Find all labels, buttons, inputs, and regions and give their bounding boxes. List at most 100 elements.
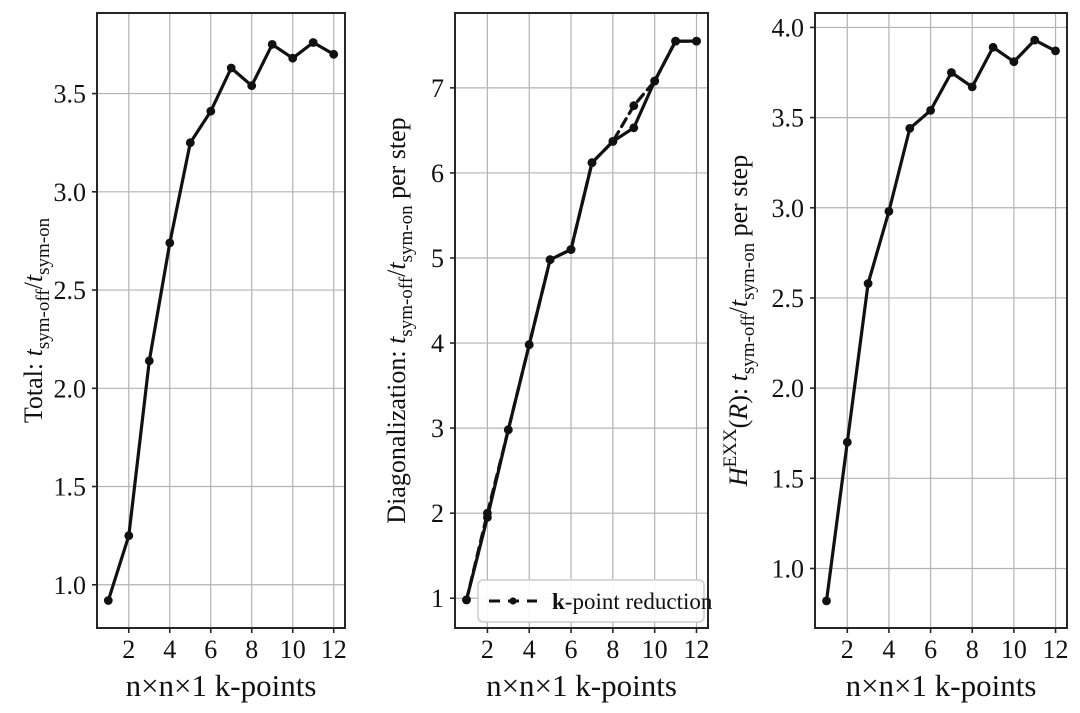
data-line <box>464 39 699 602</box>
axes-border <box>454 12 709 629</box>
data-point <box>863 279 873 288</box>
data-point <box>206 106 216 116</box>
data-line <box>824 38 1058 603</box>
y-tick-label: 3.5 <box>772 104 805 133</box>
x-tick-label: 4 <box>163 635 176 664</box>
x-tick-label: 6 <box>204 635 217 664</box>
data-point <box>267 40 277 49</box>
x-tick-label: 10 <box>280 635 306 664</box>
y-tick-label: 1.0 <box>54 571 87 600</box>
data-point <box>967 82 977 92</box>
x-tick-label: 12 <box>1043 635 1069 664</box>
data-point <box>483 508 492 518</box>
data-point <box>144 356 154 366</box>
data-point <box>608 137 618 146</box>
x-axis-label: n×n×1 k-points <box>486 668 677 703</box>
series-main <box>822 35 1060 606</box>
panel-hexx-speedup: 2 4 6 8 10 12 1.0 1.5 2.0 2.5 3.0 3.5 4.0 n×n×1 k-poi… <box>720 12 1069 703</box>
y-axis-label: Diagonalization: tsym-off/tsym-on per st… <box>382 117 417 523</box>
axes-border <box>96 12 346 629</box>
data-point <box>905 123 915 133</box>
data-point <box>988 42 998 52</box>
x-tick-label: 6 <box>924 635 937 664</box>
data-point <box>1030 35 1040 45</box>
data-point <box>103 596 113 605</box>
y-tick-label: 3.0 <box>772 194 805 223</box>
y-tick-label: 4 <box>431 329 444 358</box>
data-point <box>226 63 236 73</box>
data-point <box>288 53 298 63</box>
grid <box>97 13 345 628</box>
legend-label: k-point reduction <box>552 589 713 614</box>
data-point <box>842 437 852 447</box>
data-point <box>165 238 175 248</box>
x-tick-label: 4 <box>523 635 536 664</box>
data-line <box>106 40 336 603</box>
data-point <box>545 255 555 265</box>
grid <box>455 13 708 628</box>
data-point <box>329 49 339 59</box>
y-tick-label: 7 <box>431 74 444 103</box>
y-tick-label: 3 <box>431 414 444 443</box>
x-tick-label: 6 <box>565 635 578 664</box>
legend-marker <box>509 597 517 605</box>
data-point <box>947 68 956 77</box>
data-point <box>587 158 597 168</box>
data-point <box>629 123 639 133</box>
data-point <box>566 245 576 254</box>
x-tick-label: 8 <box>966 635 979 664</box>
y-tick-label: 2.5 <box>54 276 87 305</box>
data-point <box>462 595 471 605</box>
data-point <box>926 106 935 115</box>
panel-total-speedup: 2 4 6 8 10 12 1.0 1.5 2.0 2.5 3.0 3.5 n×n×1 k-points… <box>19 12 347 703</box>
x-tick-label: 2 <box>122 635 135 664</box>
x-tick-label: 12 <box>321 635 347 664</box>
y-tick-label: 2 <box>431 499 444 528</box>
x-tick-label: 10 <box>1001 635 1027 664</box>
y-tick-label: 2.5 <box>772 284 805 313</box>
y-tick-label: 1.5 <box>772 464 805 493</box>
x-tick-label: 12 <box>684 635 710 664</box>
x-axis-label: n×n×1 k-points <box>846 668 1037 703</box>
data-point <box>1009 57 1019 67</box>
data-point <box>308 38 318 47</box>
y-tick-label: 6 <box>431 159 444 188</box>
x-tick-label: 10 <box>642 635 668 664</box>
y-tick-label: 5 <box>431 244 444 273</box>
data-point <box>1051 46 1060 56</box>
data-point <box>629 101 639 111</box>
series-main <box>103 38 339 605</box>
data-point <box>247 81 257 91</box>
data-point <box>692 36 701 46</box>
data-point <box>524 340 534 350</box>
data-point <box>822 596 831 606</box>
data-point <box>503 425 513 435</box>
y-tick-label: 1 <box>431 584 444 613</box>
y-tick-label: 2.0 <box>54 374 87 403</box>
axes-border <box>814 12 1068 629</box>
data-point <box>884 207 894 216</box>
y-tick-label: 3.0 <box>54 178 87 207</box>
y-tick-label: 3.5 <box>54 80 87 109</box>
data-point <box>650 76 660 86</box>
y-axis-label: HEXX(R): tsym-off/tsym-on per step <box>720 155 759 487</box>
x-tick-label: 8 <box>606 635 619 664</box>
y-tick-label: 1.5 <box>54 473 87 502</box>
grid <box>815 13 1067 628</box>
legend: k-point reduction <box>477 579 713 623</box>
data-point <box>185 138 195 148</box>
y-tick-label: 4.0 <box>772 13 805 42</box>
x-tick-label: 2 <box>481 635 494 664</box>
data-point <box>671 36 680 46</box>
series-k-point-reduction <box>462 36 701 605</box>
y-tick-label: 2.0 <box>772 374 805 403</box>
series-main <box>462 36 701 605</box>
data-point <box>124 531 134 541</box>
dashed-data-line <box>464 39 699 602</box>
legend-box <box>477 579 705 623</box>
y-tick-label: 1.0 <box>772 554 805 583</box>
x-axis-label: n×n×1 k-points <box>126 668 317 703</box>
x-tick-label: 4 <box>882 635 895 664</box>
